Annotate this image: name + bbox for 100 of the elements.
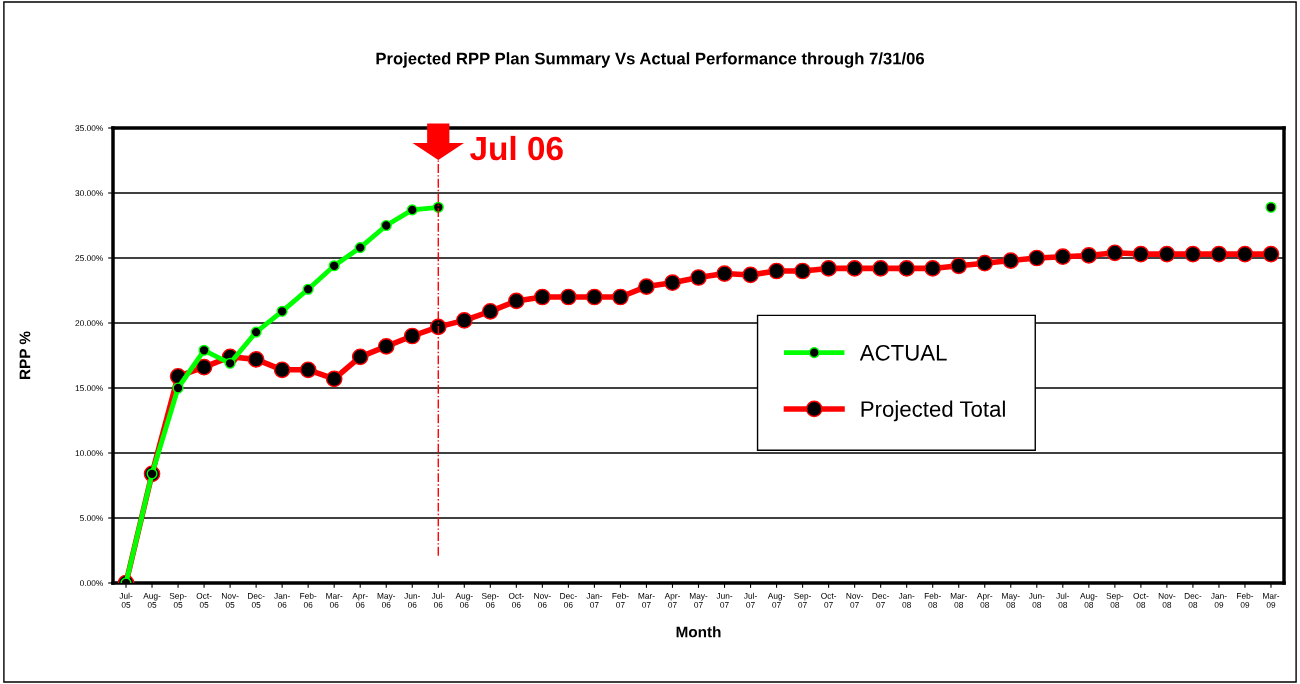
x-axis-title: Month <box>676 626 721 638</box>
point <box>195 358 213 376</box>
x-tick-label: Jun-08 <box>1028 593 1045 608</box>
point <box>432 201 444 213</box>
x-tick-label: Aug-05 <box>143 593 161 608</box>
y-tick-label: 30.00% <box>75 190 103 197</box>
x-tick-label: Oct-07 <box>821 592 837 608</box>
y-tick-label: 5.00% <box>79 515 103 522</box>
x-tick-label: Feb-06 <box>300 592 317 608</box>
x-tick-label: Mar-06 <box>326 593 343 608</box>
x-tick-label: Nov-07 <box>846 593 864 608</box>
x-tick-label: Oct-08 <box>1133 592 1149 608</box>
point <box>768 262 785 280</box>
point <box>560 288 577 306</box>
point <box>325 370 343 388</box>
point <box>299 361 317 379</box>
point <box>1210 245 1228 263</box>
point <box>612 288 629 306</box>
y-tick-label: 20.00% <box>75 320 103 327</box>
x-tick-label: Apr-07 <box>664 593 680 608</box>
x-tick-label: Aug-06 <box>455 593 473 608</box>
x-tick-label: Mar-07 <box>638 593 655 608</box>
point <box>820 260 837 277</box>
point <box>302 283 314 295</box>
point <box>354 242 366 254</box>
x-tick-label: Jul-06 <box>431 592 445 608</box>
point <box>250 326 262 338</box>
x-tick-label: Sep-08 <box>1106 592 1124 608</box>
x-tick-label: Nov-06 <box>534 593 551 608</box>
legend-label: Projected Total <box>861 400 1005 422</box>
x-tick-label: Jun-06 <box>404 593 420 608</box>
x-tick-label: Sep-05 <box>169 592 187 608</box>
point <box>898 260 916 277</box>
point <box>455 312 473 329</box>
x-tick-label: Jul-07 <box>743 592 757 608</box>
point <box>924 260 942 277</box>
x-tick-label: Sep-07 <box>794 592 812 608</box>
x-tick-label: Mar-09 <box>1263 593 1280 608</box>
point <box>976 254 994 272</box>
point <box>380 219 392 232</box>
point <box>273 361 291 379</box>
point <box>247 351 265 368</box>
point <box>1080 247 1098 264</box>
point <box>1002 252 1020 269</box>
x-tick-label: Nov-05 <box>221 593 239 608</box>
x-tick-label: Aug-08 <box>1080 593 1098 608</box>
point <box>664 274 681 292</box>
point <box>1265 201 1277 213</box>
point <box>1106 244 1124 262</box>
x-tick-label: Dec-05 <box>248 593 265 608</box>
x-tick-label: Feb-07 <box>612 592 629 608</box>
point <box>224 357 236 369</box>
point <box>328 260 340 272</box>
x-tick-label: Jun-07 <box>716 593 733 608</box>
y-tick-label: 25.00% <box>75 255 103 262</box>
x-tick-label: Oct-05 <box>196 592 212 608</box>
point <box>429 318 447 336</box>
y-tick-label: 0.00% <box>79 580 103 587</box>
point <box>481 302 499 320</box>
point <box>1158 245 1176 263</box>
point <box>872 260 889 277</box>
x-tick-label: Feb-08 <box>924 592 941 608</box>
point <box>742 266 759 284</box>
point <box>351 348 369 366</box>
x-tick-label: Jul-08 <box>1056 592 1070 608</box>
point <box>1236 245 1254 263</box>
x-tick-label: Sep-06 <box>481 592 499 608</box>
point <box>276 305 288 317</box>
x-tick-label: Jan-07 <box>586 593 603 608</box>
point <box>586 288 603 306</box>
point <box>690 269 707 286</box>
x-tick-label: Feb-09 <box>1237 592 1254 608</box>
x-tick-label: Dec-07 <box>872 593 890 608</box>
x-tick-label: Jan-08 <box>898 593 915 608</box>
point <box>406 204 418 216</box>
point <box>403 327 421 345</box>
y-axis-title: RPP % <box>19 331 31 379</box>
y-tick-label: 10.00% <box>75 450 103 457</box>
point <box>638 278 655 295</box>
x-tick-label: Oct-06 <box>508 592 524 608</box>
x-tick-label: Nov-08 <box>1158 593 1176 608</box>
x-tick-label: Dec-06 <box>560 593 577 608</box>
y-tick-label: 15.00% <box>75 385 103 392</box>
x-tick-label: May-08 <box>1002 593 1020 608</box>
point <box>198 344 210 356</box>
x-tick-label: Jul-05 <box>119 592 133 608</box>
x-tick-label: Aug-07 <box>767 593 785 608</box>
point <box>534 288 551 306</box>
point <box>950 257 968 275</box>
ref-line-label: Jul 06 <box>470 135 563 161</box>
point <box>1054 248 1072 266</box>
x-tick-label: Dec-08 <box>1184 593 1202 608</box>
point <box>1184 245 1202 263</box>
x-tick-label: Mar-08 <box>950 593 967 608</box>
point <box>1262 245 1280 263</box>
point <box>172 382 184 394</box>
chart-title: Projected RPP Plan Summary Vs Actual Performance through 7/31/06 <box>376 52 925 68</box>
x-tick-label: May-07 <box>689 593 708 608</box>
point <box>846 260 863 277</box>
point <box>794 262 811 280</box>
